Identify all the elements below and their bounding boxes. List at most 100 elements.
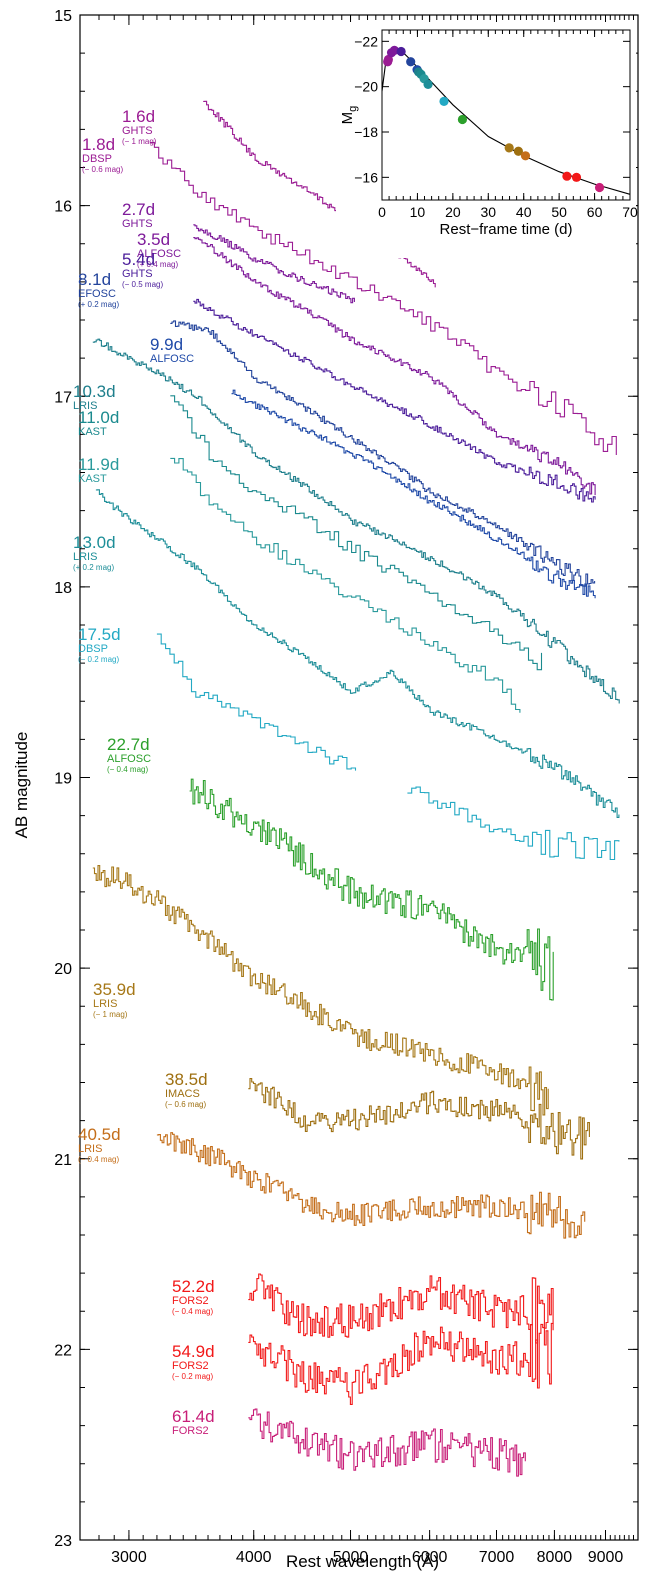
spectrum-offset-label: (− 0.4 mag) [78,1155,119,1164]
spectrum-line [170,320,596,587]
inset-x-tick-label: 10 [410,204,426,220]
spectrum-line [170,395,543,671]
spectrum-instrument-label: ALFOSC [150,353,194,365]
inset-data-point [520,151,531,161]
inset-x-tick-label: 60 [587,204,603,220]
y-tick-label: 20 [54,961,72,978]
spectrum-line [92,865,549,1116]
inset-data-point [439,96,449,106]
spectrum-line [92,338,620,704]
spectrum-epoch-label: 10.3d [73,382,116,401]
spectrum-instrument-label: FORS2 [172,1425,209,1437]
spectrum-offset-label: (+ 0.4 mag) [137,260,178,269]
spectrum-epoch-label: 11.0d [78,408,119,427]
spectrum-offset-label: (− 0.5 mag) [122,280,163,289]
spectrum-line [95,489,620,818]
spectrum-instrument-label: KAST [78,473,107,485]
x-axis-label: Rest wavelength (Å) [285,1552,440,1571]
spectrum-instrument-label: GHTS [122,218,153,230]
inset-y-tick-label: −20 [354,79,378,95]
inset-y-axis-label-subscript: g [347,106,359,112]
inset-x-tick-label: 20 [445,204,461,220]
main-plot-frame: 15 16 17 18 19 20 21 22 23 3000 4000 5000 6000 7000 80… [54,8,639,1566]
x-tick-label: 6000 [412,1549,448,1566]
inset-x-tick-label: 70 [622,204,638,220]
spectrum-epoch-label: 61.4d [172,1407,215,1426]
spectrum-offset-label: (− 1 mag) [122,137,157,146]
spectrum-epoch-label: 5.4d [122,250,155,269]
x-tick-label: 9000 [588,1549,624,1566]
inset-y-tick-label: −18 [354,124,378,140]
inset-border [381,29,631,201]
spectrum-line [156,1132,586,1239]
spectrum-epoch-label: 35.9d [93,980,136,999]
spectrum-instrument-label: KAST [78,426,107,438]
spectrum-offset-label: (− 0.2 mag) [78,655,119,664]
spectrum-epoch-label: 8.1d [78,270,111,289]
inset-data-point [396,46,406,57]
inset-x-tick-label: 0 [378,204,386,220]
y-tick-label: 15 [54,8,72,25]
inset-data-point [562,171,572,181]
inset-data-point [423,79,433,89]
spectrum-instrument-label: ALFOSC [137,248,181,260]
spectrum-line [170,457,521,713]
x-tick-label: 5000 [333,1549,369,1566]
spectrum-line [248,1077,590,1160]
inset-data-point [513,146,524,156]
y-tick-label: 18 [54,580,72,597]
spectrum-instrument-label: LRIS [93,998,117,1010]
inset-x-axis-label: Rest−frame time (d) [440,221,573,238]
inset-data-point [504,143,514,153]
spectrum-instrument-label: LRIS [73,551,97,563]
inset-data-point [594,182,605,193]
spectrum-line [407,786,620,861]
spectrum-offset-label: (− 0.6 mag) [165,1100,206,1109]
spectrum-instrument-label: DBSP [78,643,108,655]
y-tick-label: 23 [54,1533,72,1550]
spectrum-instrument-label: DBSP [82,153,112,165]
y-tick-label: 22 [54,1342,72,1359]
spectrum-line [150,141,617,455]
spectrum-epoch-label: 40.5d [78,1125,121,1144]
spectrum-offset-label: (− 0.2 mag) [172,1372,213,1381]
spectrum-line [248,1322,554,1405]
inset-y-tick-label: −22 [354,33,378,49]
inset-x-tick-label: 30 [480,204,496,220]
y-tick-label: 21 [54,1152,72,1169]
spectrum-line [189,778,554,1001]
inset-x-tick-label: 50 [551,204,567,220]
inset-data-point [571,172,582,182]
y-tick-label: 19 [54,771,72,788]
spectrum-epoch-label: 2.7d [122,200,155,219]
spectrum-instrument-label: ALFOSC [107,753,151,765]
spectrum-instrument-label: IMACS [165,1088,200,1100]
spectrum-offset-label: (+ 0.2 mag) [78,300,119,309]
spectrum-line [193,298,596,503]
spectrum-offset-label: (− 0.4 mag) [172,1307,213,1316]
spectrum-line [193,224,355,304]
inset-data-point [406,57,416,67]
spectrum-instrument-label: EFOSC [78,288,116,300]
x-tick-label: 4000 [236,1549,272,1566]
spectrum-instrument-label: GHTS [122,268,153,280]
x-tick-label: 7000 [479,1549,515,1566]
spectrum-offset-label: (− 1 mag) [93,1010,128,1019]
spectrum-epoch-label: 54.9d [172,1342,215,1361]
spectrum-epoch-label: 3.5d [137,230,170,249]
inset-data-point [457,114,468,125]
spectrum-line [231,389,596,599]
inset-x-tick-label: 40 [516,204,532,220]
spectrum-line [248,1408,526,1477]
spectrum-instrument-label: FORS2 [172,1295,209,1307]
spectrum-epoch-label: 9.9d [150,335,183,354]
spectrum-epoch-label: 1.6d [122,107,155,126]
spectrum-instrument-label: LRIS [73,400,97,412]
spectrum-epoch-label: 11.9d [78,455,119,474]
spectrum-line [156,633,357,771]
spectrum-offset-label: (− 0.6 mag) [82,165,123,174]
spectra-layer [92,100,620,1477]
inset-lightcurve: −22 −20 −18 −16 0 10 20 30 40 50 60 70 Rest−frame ti… [336,22,638,258]
